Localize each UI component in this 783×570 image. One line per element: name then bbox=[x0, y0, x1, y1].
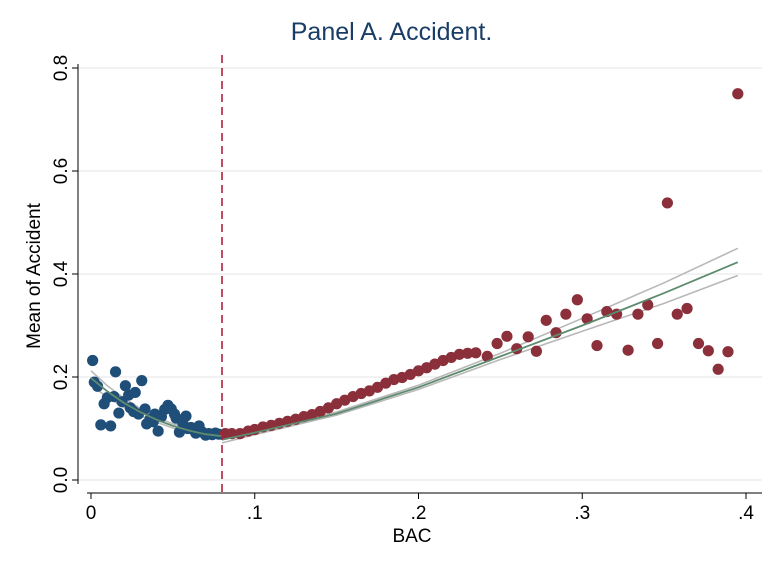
data-point-below bbox=[129, 386, 141, 399]
data-point-above bbox=[671, 308, 683, 320]
data-point-below bbox=[105, 420, 117, 432]
data-point-below bbox=[95, 419, 107, 431]
data-point-below bbox=[119, 380, 131, 392]
data-point-above bbox=[732, 88, 744, 100]
data-point-below bbox=[109, 366, 122, 378]
data-point-above bbox=[622, 344, 634, 356]
data-point-above bbox=[591, 339, 603, 352]
data-point-above bbox=[651, 337, 664, 350]
y-tick-label: 0.6 bbox=[51, 158, 72, 184]
x-tick-label: .1 bbox=[247, 503, 263, 524]
data-point-above bbox=[692, 337, 705, 350]
data-point-above bbox=[560, 308, 572, 320]
grid-layer bbox=[78, 67, 762, 481]
data-point-above bbox=[642, 299, 654, 311]
data-point-below bbox=[139, 403, 151, 415]
data-point-below bbox=[87, 354, 99, 367]
points-layer bbox=[87, 88, 744, 441]
data-point-above bbox=[661, 197, 674, 209]
data-point-above bbox=[632, 308, 644, 320]
x-tick-label: 0 bbox=[86, 503, 97, 524]
fit-line-below bbox=[90, 377, 223, 438]
data-point-above bbox=[491, 337, 503, 350]
axes-layer bbox=[72, 64, 762, 499]
data-point-below bbox=[113, 407, 125, 419]
x-tick-label: .2 bbox=[411, 503, 427, 524]
data-point-below bbox=[180, 410, 192, 422]
y-tick-label: 0.0 bbox=[51, 467, 72, 493]
data-point-above bbox=[702, 345, 714, 357]
fit-line-above bbox=[221, 261, 739, 441]
y-tick-label: 0.4 bbox=[51, 260, 72, 287]
data-point-above bbox=[540, 314, 552, 326]
data-point-above bbox=[453, 348, 466, 360]
data-point-above bbox=[722, 346, 734, 358]
data-point-above bbox=[571, 294, 583, 306]
fit-layer bbox=[90, 261, 739, 441]
y-tick-label: 0.2 bbox=[51, 364, 72, 390]
data-point-above bbox=[681, 302, 693, 315]
chart-title: Panel A. Accident. bbox=[290, 18, 493, 46]
x-axis-title: BAC bbox=[392, 526, 431, 547]
x-tick-label: .3 bbox=[574, 503, 590, 524]
data-point-below bbox=[152, 425, 164, 437]
data-point-below bbox=[91, 380, 104, 392]
y-axis-title: Mean of Accident bbox=[24, 202, 45, 348]
data-point-above bbox=[522, 331, 534, 343]
y-tick-label: 0.8 bbox=[51, 55, 72, 81]
data-point-above bbox=[530, 345, 543, 357]
data-point-above bbox=[712, 363, 724, 375]
x-tick-label: .4 bbox=[738, 503, 754, 524]
data-point-above bbox=[462, 347, 474, 359]
data-point-below bbox=[136, 375, 148, 387]
data-point-above bbox=[470, 347, 482, 359]
data-point-above bbox=[481, 350, 493, 362]
labels-layer: 0.0 0.2 0.4 0.6 0.8 0 .1 .2 .3 .4 BAC Mean of Accid… bbox=[24, 55, 754, 547]
data-point-above bbox=[501, 330, 513, 342]
